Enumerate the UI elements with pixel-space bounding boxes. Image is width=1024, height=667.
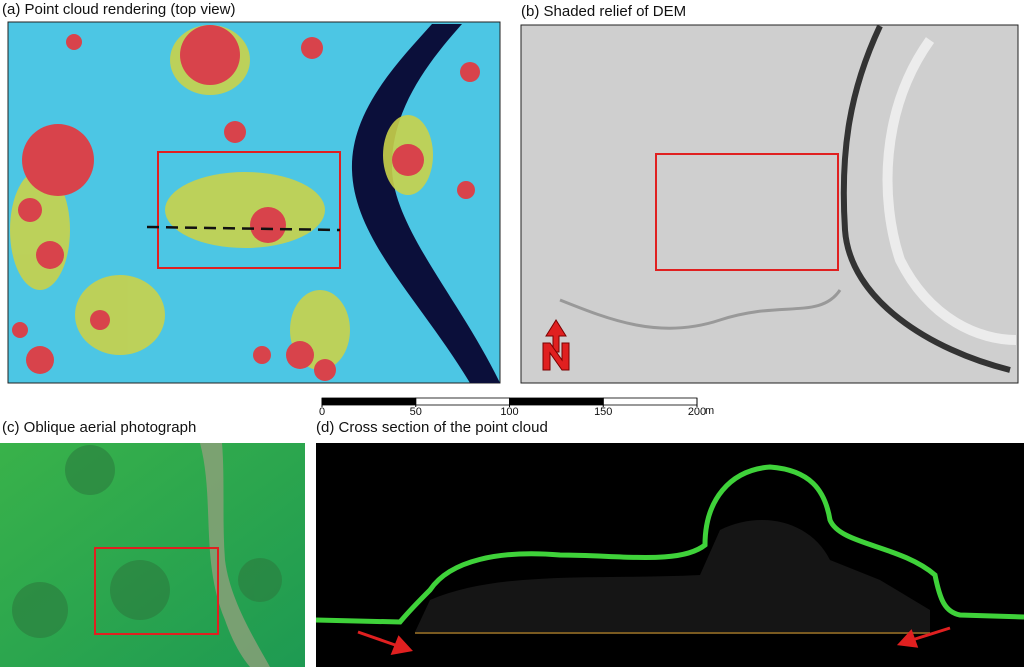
aerial-photo xyxy=(0,443,305,667)
panel-title: (d) Cross section of the point cloud xyxy=(316,419,548,436)
scale-unit: m xyxy=(705,405,714,417)
scale-label: 100 xyxy=(500,406,518,418)
scale-segment xyxy=(415,397,510,406)
shaded-relief xyxy=(520,24,1019,384)
panel-title: (c) Oblique aerial photograph xyxy=(2,419,196,436)
scale-label: 150 xyxy=(594,406,612,418)
scale-label: 50 xyxy=(410,406,422,418)
panel-title: (b) Shaded relief of DEM xyxy=(521,3,686,20)
scale-segment xyxy=(321,397,417,406)
point-cloud-top-view xyxy=(7,21,501,384)
scale-segment xyxy=(602,397,698,406)
panel-title: (a) Point cloud rendering (top view) xyxy=(2,1,235,18)
scale-label: 0 xyxy=(319,406,325,418)
cross-section xyxy=(315,443,1024,667)
north-arrow xyxy=(542,319,570,371)
scale-label: 200 xyxy=(688,406,706,418)
scale-segment xyxy=(509,397,604,406)
